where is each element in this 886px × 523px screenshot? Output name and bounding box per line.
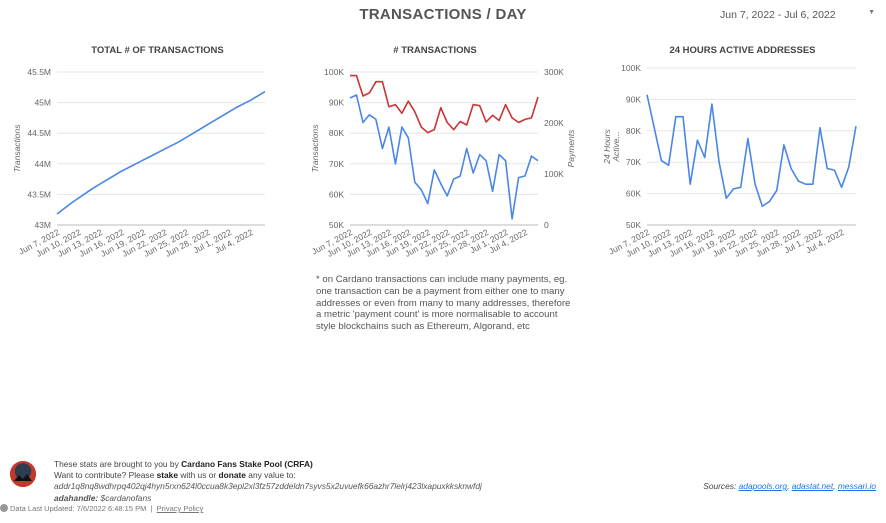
y-tick-label: 70K: [329, 159, 344, 169]
caret-down-icon: ▼: [868, 9, 875, 16]
y-tick-label: 60K: [626, 189, 641, 199]
series-line-payments: [350, 74, 539, 134]
source-link-messari[interactable]: messari.io: [837, 481, 876, 491]
date-range-text: Jun 7, 2022 - Jul 6, 2022: [720, 9, 836, 21]
y-tick-label: 60K: [329, 189, 344, 199]
y-axis-label: Transactions: [310, 124, 320, 173]
y-tick-label: 44.5M: [27, 128, 51, 138]
y-tick-label: 70K: [626, 157, 641, 167]
y-axis-label: Active...: [611, 131, 621, 162]
sources: Sources: adapools.org, adastat.net, mess…: [703, 481, 876, 491]
info-icon: [0, 504, 8, 512]
y-tick-label: 44M: [34, 159, 51, 169]
payments-note: * on Cardano transactions can include ma…: [316, 274, 571, 333]
y-right-tick-label: 300K: [544, 67, 564, 77]
y-right-axis-label: Payments: [566, 129, 576, 168]
series-line-transactions: [646, 94, 857, 207]
last-updated: Data Last Updated: 7/6/2022 6:48:15 PM: [10, 504, 147, 513]
y-tick-label: 100K: [621, 63, 641, 73]
y-axis-label: 24 Hours: [602, 129, 612, 165]
y-right-tick-label: 100K: [544, 169, 564, 179]
series-line-transactions: [56, 90, 266, 215]
page-title: TRANSACTIONS / DAY: [359, 6, 527, 23]
y-tick-label: 80K: [329, 128, 344, 138]
y-right-tick-label: 200K: [544, 118, 564, 128]
y-tick-label: 100K: [324, 67, 344, 77]
footer-line2: Want to contribute? Please stake with us…: [54, 470, 296, 481]
y-tick-label: 43.5M: [27, 189, 51, 199]
y-tick-label: 43M: [34, 220, 51, 230]
y-axis-label: Transactions: [12, 124, 22, 173]
date-range-selector[interactable]: Jun 7, 2022 - Jul 6, 2022 ▼: [712, 6, 877, 24]
crfa-logo: [10, 461, 36, 487]
footer-text: These stats are brought to you by Cardan…: [54, 459, 482, 504]
chart1-title: TOTAL # OF TRANSACTIONS: [91, 45, 224, 56]
series-line-transactions: [349, 94, 539, 220]
chart3-title: 24 HOURS ACTIVE ADDRESSES: [669, 45, 816, 56]
bottom-bar: Data Last Updated: 7/6/2022 6:48:15 PM |…: [0, 504, 203, 513]
privacy-policy-link[interactable]: Privacy Policy: [156, 504, 204, 513]
y-tick-label: 45M: [34, 98, 51, 108]
y-tick-label: 80K: [626, 126, 641, 136]
donation-address[interactable]: addr1q8nq8wdhrpq402qj4hyn5rxn624l0ccua8k…: [54, 481, 482, 492]
adahandle: adahandle: $cardanofans: [54, 492, 152, 503]
source-link-adastat[interactable]: adastat.net: [791, 481, 834, 491]
footer-line1: These stats are brought to you by Cardan…: [54, 459, 313, 469]
y-tick-label: 90K: [329, 98, 344, 108]
source-link-adapools[interactable]: adapools.org: [738, 481, 788, 491]
y-tick-label: 50K: [626, 220, 641, 230]
y-tick-label: 45.5M: [27, 67, 51, 77]
y-tick-label: 90K: [626, 94, 641, 104]
y-tick-label: 50K: [329, 220, 344, 230]
chart2-title: # TRANSACTIONS: [393, 45, 477, 56]
y-right-tick-label: 0: [544, 220, 549, 230]
